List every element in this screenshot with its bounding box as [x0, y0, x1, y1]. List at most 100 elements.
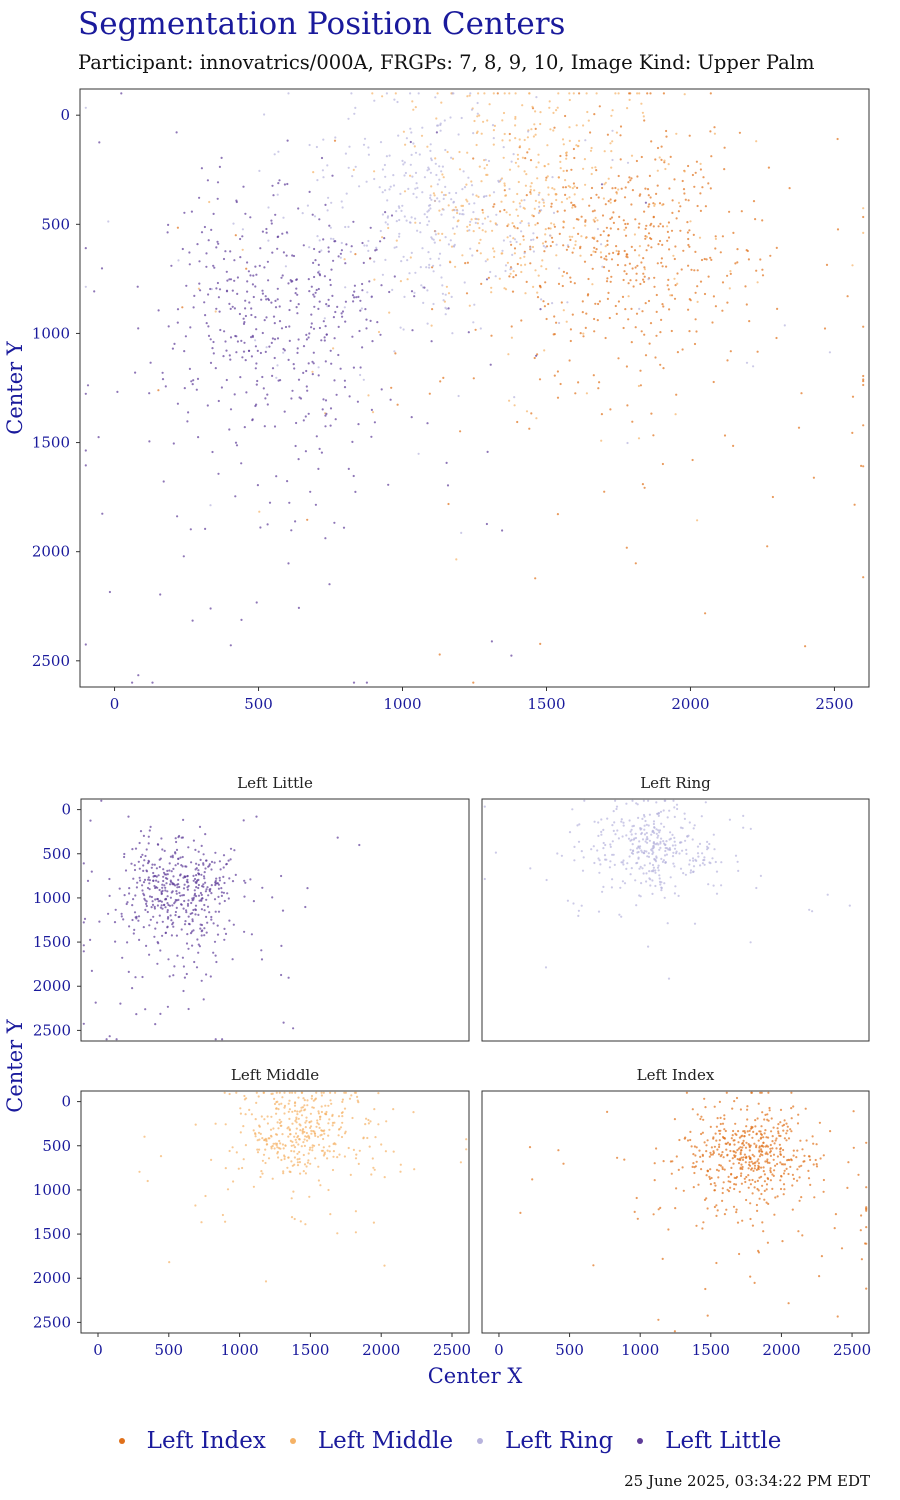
point-left-index: [545, 176, 548, 179]
point-left-little: [159, 593, 162, 596]
point-left-index: [775, 1137, 778, 1140]
point-left-index: [539, 285, 542, 288]
point-left-little: [274, 213, 277, 216]
point-left-index: [715, 1139, 718, 1142]
point-left-ring: [495, 223, 499, 226]
point-left-little: [212, 352, 215, 355]
point-left-middle: [303, 1163, 307, 1166]
point-left-index: [862, 576, 865, 579]
point-left-index: [601, 214, 605, 217]
point-left-index: [516, 262, 519, 266]
point-left-middle: [696, 300, 699, 303]
point-left-ring: [392, 184, 396, 187]
point-left-middle: [414, 221, 417, 224]
point-left-little: [136, 881, 139, 884]
point-left-little: [187, 411, 190, 414]
point-left-index: [741, 1219, 744, 1222]
point-left-little: [272, 315, 276, 318]
point-left-little: [304, 415, 307, 418]
point-left-ring: [519, 221, 522, 224]
point-left-little: [108, 1035, 111, 1038]
point-left-index: [653, 1179, 656, 1182]
point-left-little: [313, 305, 316, 308]
point-left-middle: [677, 201, 681, 204]
point-left-little: [376, 321, 379, 324]
point-left-little: [145, 848, 148, 851]
point-left-index: [747, 1174, 750, 1177]
point-left-middle: [316, 1119, 319, 1122]
point-left-ring: [373, 177, 376, 181]
point-left-index: [777, 1130, 780, 1133]
point-left-middle: [366, 1136, 369, 1140]
point-left-middle: [292, 1144, 295, 1147]
point-left-index: [681, 1166, 684, 1169]
point-left-little: [324, 203, 327, 206]
point-left-little: [143, 897, 146, 901]
point-left-little: [131, 681, 134, 684]
point-left-ring: [445, 307, 448, 310]
point-left-little: [222, 355, 225, 358]
point-left-little: [387, 483, 390, 486]
point-left-middle: [491, 229, 494, 232]
point-left-little: [265, 231, 268, 234]
point-left-index: [636, 175, 639, 178]
point-left-index: [726, 1188, 729, 1191]
point-left-index: [790, 1130, 793, 1133]
point-left-index: [743, 1177, 746, 1180]
point-left-middle: [283, 1157, 286, 1161]
point-left-ring: [386, 216, 389, 219]
point-left-index: [807, 1177, 811, 1180]
point-left-middle: [484, 217, 487, 220]
point-left-ring: [630, 833, 633, 836]
point-left-ring: [429, 196, 432, 200]
point-left-middle: [486, 173, 489, 176]
point-left-index: [762, 1230, 765, 1233]
point-left-middle: [267, 1157, 271, 1160]
point-left-ring: [429, 204, 432, 207]
point-left-little: [200, 167, 203, 170]
point-left-index: [782, 1129, 785, 1132]
point-left-index: [654, 158, 657, 161]
point-left-ring: [366, 291, 369, 294]
point-left-index: [645, 224, 648, 227]
point-left-ring: [552, 211, 556, 214]
point-left-ring: [637, 856, 640, 859]
point-left-index: [629, 179, 632, 182]
point-left-index: [569, 276, 572, 279]
point-left-little: [175, 890, 178, 893]
point-left-little: [190, 930, 194, 933]
point-left-little: [212, 951, 215, 954]
point-left-index: [605, 255, 608, 258]
point-left-ring: [643, 849, 646, 853]
point-left-middle: [465, 183, 468, 186]
point-left-little: [644, 201, 648, 204]
point-left-index: [800, 1164, 803, 1167]
point-left-index: [644, 237, 647, 240]
point-left-middle: [714, 237, 718, 240]
point-left-index: [745, 249, 748, 252]
point-left-middle: [377, 1092, 380, 1095]
point-left-middle: [344, 1091, 347, 1094]
point-left-index: [862, 215, 865, 219]
point-left-index: [769, 1169, 772, 1172]
point-left-middle: [292, 1190, 295, 1193]
point-left-ring: [321, 169, 324, 172]
point-left-index: [622, 219, 625, 222]
point-left-little: [330, 362, 333, 365]
point-left-index: [765, 1188, 768, 1191]
point-left-index: [758, 1155, 762, 1158]
point-left-index: [569, 238, 572, 241]
point-left-little: [142, 881, 146, 884]
point-left-index: [797, 1230, 800, 1233]
point-left-index: [723, 1213, 727, 1216]
point-left-little: [181, 855, 184, 859]
point-left-middle: [289, 1133, 292, 1136]
point-left-little: [126, 941, 129, 944]
point-left-index: [751, 1153, 754, 1156]
point-left-middle: [306, 1161, 309, 1164]
point-left-ring: [502, 239, 505, 242]
point-left-middle: [557, 92, 560, 95]
point-left-index: [807, 1155, 811, 1158]
point-left-ring: [659, 840, 662, 844]
point-left-middle: [283, 1106, 286, 1109]
